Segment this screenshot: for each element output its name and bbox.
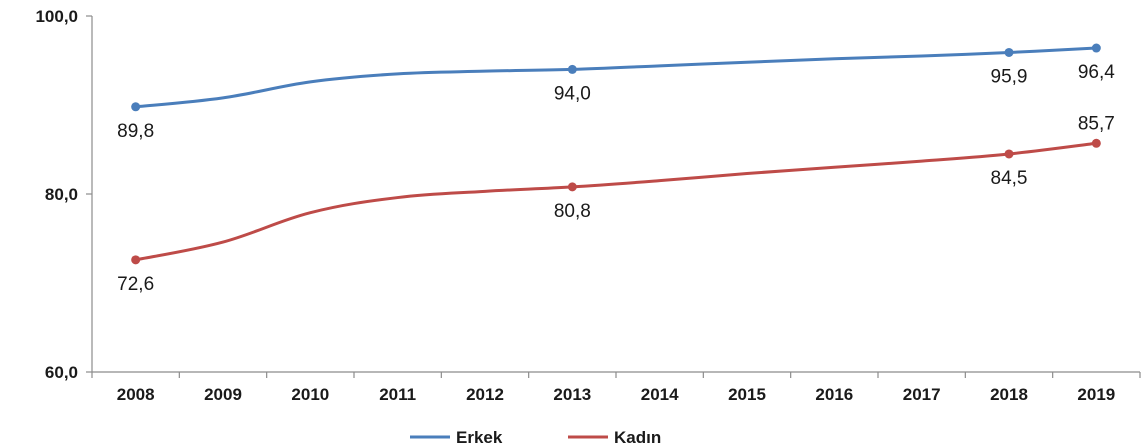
series-line-erkek (134, 46, 1098, 109)
data-label-erkek: 96,4 (1078, 62, 1115, 83)
data-label-erkek: 89,8 (117, 121, 154, 142)
y-tick-label: 60,0 (45, 363, 78, 382)
x-tick-label: 2008 (117, 385, 155, 404)
data-point-kad-n (1004, 149, 1014, 159)
x-tick-label: 2017 (903, 385, 941, 404)
x-tick-label: 2010 (291, 385, 329, 404)
chart-series (131, 43, 1101, 265)
data-point-kad-n (131, 255, 141, 265)
data-point-erkek (1004, 47, 1014, 57)
chart-legend: Erkek Kadın (410, 428, 661, 447)
data-label-kad-n: 84,5 (991, 168, 1028, 189)
x-tick-label: 2012 (466, 385, 504, 404)
x-tick-label: 2016 (815, 385, 853, 404)
chart-axes (86, 15, 1141, 378)
y-tick-label: 80,0 (45, 185, 78, 204)
data-point-erkek (567, 64, 577, 74)
data-label-erkek: 95,9 (991, 66, 1028, 87)
data-point-kad-n (1091, 138, 1101, 148)
legend-label-erkek: Erkek (456, 428, 503, 447)
x-tick-label: 2011 (379, 385, 416, 404)
x-tick-label: 2015 (728, 385, 766, 404)
data-label-kad-n: 72,6 (117, 274, 154, 295)
x-tick-label: 2013 (553, 385, 591, 404)
x-tick-label: 2018 (990, 385, 1028, 404)
y-axis-labels: 60,0 80,0 100,0 (35, 7, 78, 382)
data-label-kad-n: 80,8 (554, 201, 591, 222)
legend-label-kad-n: Kadın (614, 428, 661, 447)
y-tick-label: 100,0 (35, 7, 78, 26)
x-tick-label: 2014 (641, 385, 679, 404)
data-label-kad-n: 85,7 (1078, 113, 1115, 134)
data-point-erkek (1091, 43, 1101, 53)
data-label-erkek: 94,0 (554, 83, 591, 104)
data-point-kad-n (567, 182, 577, 192)
x-tick-label: 2019 (1077, 385, 1115, 404)
data-labels: 89,8 94,0 95,9 96,4 72,6 80,8 84,5 85,7 (117, 62, 1115, 295)
data-point-erkek (131, 102, 141, 112)
x-axis-labels: 2008 2009 2010 2011 2012 2013 2014 2015 2016 2017… (117, 385, 1115, 404)
series-line-kad-n (134, 141, 1098, 262)
x-tick-label: 2009 (204, 385, 242, 404)
